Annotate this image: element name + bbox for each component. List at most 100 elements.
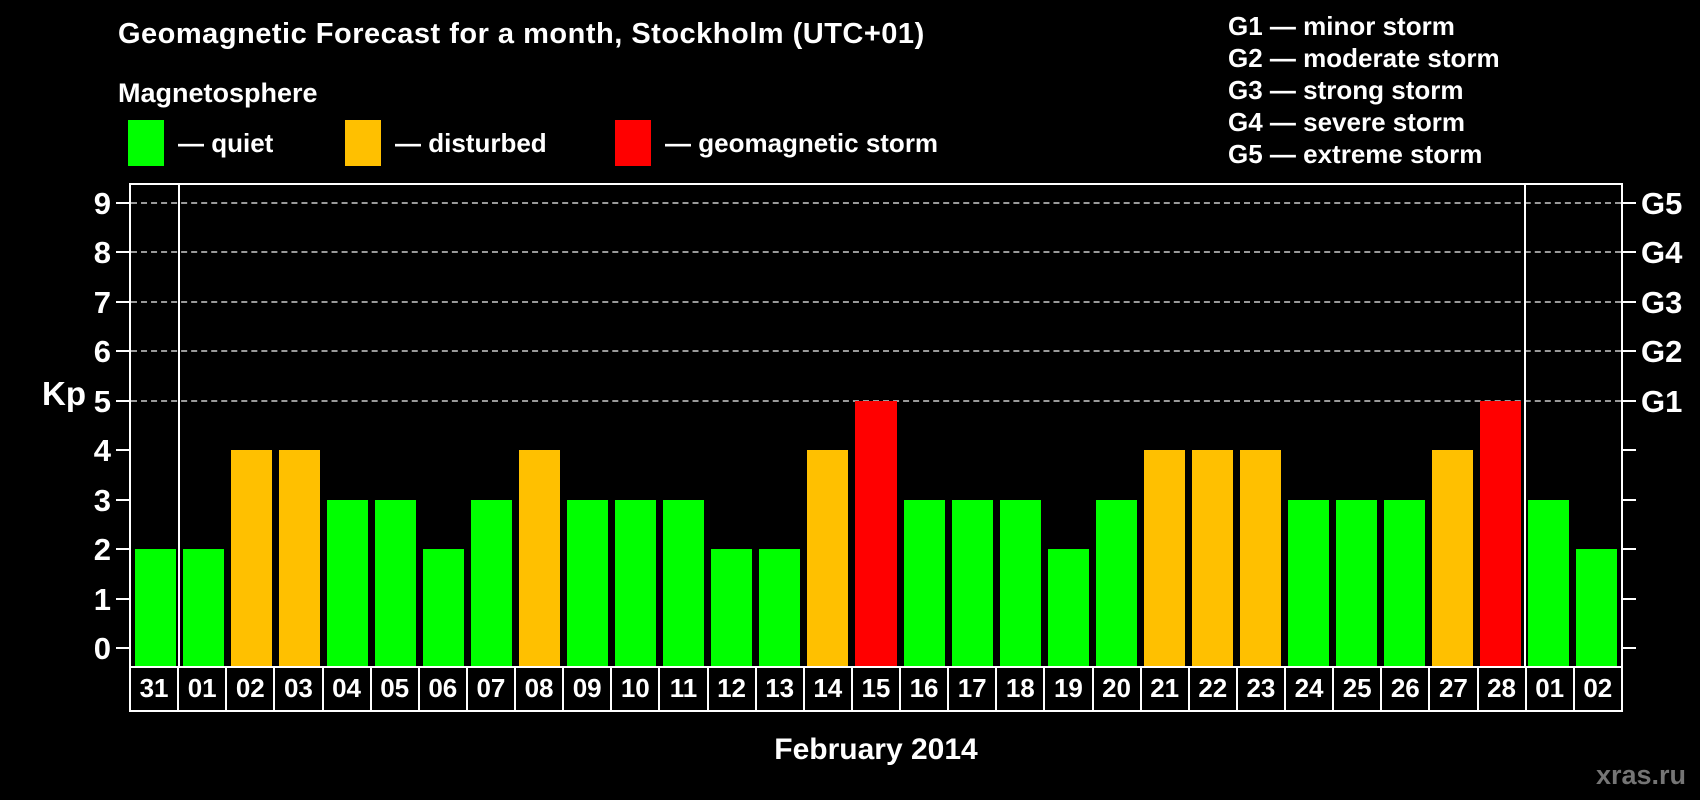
kp-bar-day-07 — [470, 499, 512, 666]
y-axis-tick-label: 2 — [93, 532, 111, 568]
day-label: 05 — [369, 666, 420, 712]
kp-bar-day-21 — [1143, 450, 1185, 666]
kp-bar-day-09 — [567, 499, 609, 666]
y-axis-tick-label: 3 — [93, 482, 111, 518]
storm-scale-line-g2: G2 — moderate storm — [1228, 43, 1500, 73]
y-tick-left — [116, 449, 129, 452]
storm-scale-line-g1: G1 — minor storm — [1228, 11, 1455, 41]
legend-label-storm: — geomagnetic storm — [665, 128, 939, 158]
y-axis-tick-label: 4 — [93, 433, 111, 469]
kp-bar-day-03 — [278, 450, 320, 666]
kp-bar-day-25 — [1336, 499, 1378, 666]
day-label: 17 — [947, 666, 998, 712]
day-label: 03 — [273, 666, 324, 712]
day-label: 21 — [1139, 666, 1190, 712]
gridline-kp5 — [131, 399, 1621, 402]
day-label: 12 — [706, 666, 757, 712]
y-axis-tick-label: 7 — [93, 284, 111, 320]
day-label: 04 — [321, 666, 372, 712]
y-tick-right — [1623, 548, 1636, 551]
day-label: 08 — [514, 666, 565, 712]
day-axis: 31 01 02 03 04 05 06 07 08 09 10 11 12 13 14 15 16 17 18 19… — [129, 666, 1623, 712]
kp-bar-day-31 — [134, 549, 176, 666]
gridline-kp6 — [131, 350, 1621, 353]
y-tick-right — [1623, 399, 1636, 402]
gridline-kp8 — [131, 251, 1621, 254]
month-separator — [178, 185, 181, 666]
y-tick-right — [1623, 350, 1636, 353]
kp-bar-day-14 — [807, 450, 849, 666]
day-label: 06 — [417, 666, 468, 712]
day-label: 02 — [225, 666, 276, 712]
kp-bar-day-01 — [1528, 499, 1570, 666]
y-axis-tick-label: 1 — [93, 581, 111, 617]
y-axis-tick-label: 0 — [93, 631, 111, 666]
y-axis-tick-label: 9 — [93, 186, 111, 221]
kp-bar-day-13 — [759, 549, 801, 666]
y-tick-right — [1623, 449, 1636, 452]
y-tick-right — [1623, 202, 1636, 204]
y-tick-right — [1623, 498, 1636, 501]
day-label: 26 — [1380, 666, 1431, 712]
kp-bar-day-15 — [855, 400, 897, 666]
day-label: 23 — [1235, 666, 1286, 712]
kp-bar-day-06 — [422, 549, 464, 666]
kp-bar-day-27 — [1432, 450, 1474, 666]
kp-bar-day-18 — [999, 499, 1041, 666]
gridline-kp9 — [131, 202, 1621, 204]
y-tick-right — [1623, 647, 1636, 649]
day-label: 16 — [899, 666, 950, 712]
storm-scale-line-g4: G4 — severe storm — [1228, 107, 1466, 137]
kp-bar-day-10 — [615, 499, 657, 666]
day-label: 10 — [610, 666, 661, 712]
y-tick-left — [116, 350, 129, 353]
magnetosphere-label: Magnetosphere — [118, 78, 318, 108]
kp-bar-day-02 — [230, 450, 272, 666]
y-tick-left — [116, 597, 129, 600]
magnetosphere-legend: — quiet — disturbed — geomagnetic storm — [0, 120, 1000, 166]
chart-title: Geomagnetic Forecast for a month, Stockh… — [118, 18, 925, 50]
storm-scale-line-g5: G5 — extreme storm — [1228, 139, 1483, 169]
watermark: xras.ru — [1595, 760, 1686, 790]
kp-bar-day-02 — [1576, 549, 1618, 666]
kp-bar-day-28 — [1480, 400, 1522, 666]
plot-area: G1 G2 G3 G4 G5 0 1 2 3 4 5 6 7 8 9 — [94, 183, 1682, 668]
day-label: 27 — [1428, 666, 1479, 712]
right-axis-label-g4: G4 — [1641, 235, 1683, 271]
day-label: 02 — [1572, 666, 1623, 712]
y-tick-left — [116, 251, 129, 254]
y-tick-left — [116, 498, 129, 501]
month-title: February 2014 — [774, 733, 978, 766]
y-tick-left — [116, 300, 129, 303]
y-tick-right — [1623, 300, 1636, 303]
day-label: 24 — [1284, 666, 1335, 712]
storm-scale-line-g3: G3 — strong storm — [1228, 75, 1464, 105]
day-label: 25 — [1332, 666, 1383, 712]
y-tick-left — [116, 399, 129, 402]
day-label: 22 — [1187, 666, 1238, 712]
right-axis-label-g2: G2 — [1641, 334, 1683, 370]
storm-scale-legend: G1 — minor storm G2 — moderate storm G3 — … — [1228, 10, 1500, 170]
legend-swatch-disturbed — [345, 120, 381, 166]
kp-bar-day-26 — [1384, 499, 1426, 666]
gridline-kp7 — [131, 300, 1621, 303]
legend-swatch-quiet — [128, 120, 164, 166]
y-axis-tick-label: 8 — [93, 235, 111, 271]
kp-bar-day-23 — [1239, 450, 1282, 666]
kp-bar-day-20 — [1095, 499, 1137, 666]
right-axis-label-g3: G3 — [1641, 284, 1683, 320]
day-label: 01 — [177, 666, 228, 712]
day-label: 07 — [465, 666, 516, 712]
day-label: 13 — [754, 666, 805, 712]
day-label: 18 — [995, 666, 1046, 712]
right-axis-label-g1: G1 — [1641, 383, 1683, 419]
legend-item-storm: — geomagnetic storm — [615, 120, 938, 166]
y-axis-tick-label: 6 — [93, 334, 111, 370]
day-label: 09 — [562, 666, 613, 712]
day-label: 01 — [1524, 666, 1575, 712]
legend-label-disturbed: — disturbed — [395, 128, 547, 158]
legend-item-quiet: — quiet — [128, 120, 273, 166]
y-tick-left — [116, 202, 129, 204]
y-tick-left — [116, 548, 129, 551]
right-axis-label-g5: G5 — [1641, 186, 1683, 221]
